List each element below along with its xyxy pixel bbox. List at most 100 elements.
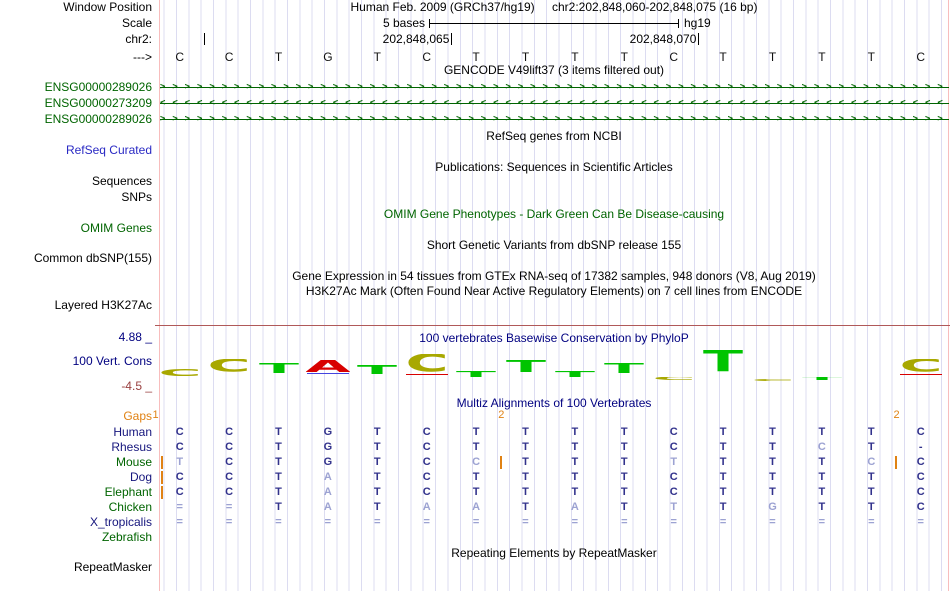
alignment-base: T [275, 455, 282, 468]
conservation-logo-letter: C [899, 356, 943, 377]
species-label[interactable]: Dog [129, 469, 152, 484]
scale-label: Scale [121, 16, 152, 30]
alignment-base: T [620, 485, 628, 498]
layered-h3k27ac-label[interactable]: Layered H3K27Ac [54, 298, 152, 312]
alignment-base: - [918, 440, 923, 453]
species-label[interactable]: Elephant [104, 484, 152, 499]
alignment-base: C [867, 455, 876, 468]
svg-text:T: T [604, 363, 644, 373]
alignment-base: = [374, 515, 381, 528]
alignment-base: C [669, 485, 678, 498]
species-label[interactable]: Chicken [108, 499, 152, 514]
conservation-logo-letter: C [158, 365, 202, 378]
alignment-base: T [373, 485, 381, 498]
svg-text:C: C [652, 377, 695, 380]
base-position-gridlines [159, 0, 949, 591]
alignment-base: T [719, 500, 727, 513]
gene-line[interactable] [160, 119, 949, 120]
svg-text:C: C [405, 354, 448, 372]
alignment-base: C [225, 455, 234, 468]
alignment-base: = [571, 515, 579, 528]
base-letter: C [669, 50, 679, 64]
species-label[interactable]: Human [113, 424, 152, 439]
snps-label[interactable]: SNPs [121, 190, 152, 204]
alignment-base: T [818, 455, 826, 468]
alignment-base: T [275, 485, 282, 498]
alignment-base: T [275, 470, 282, 483]
svg-text:A: A [306, 360, 350, 372]
gaps-row-label[interactable]: Gaps [123, 409, 152, 423]
alignment-base: T [373, 440, 381, 453]
alignment-base: T [867, 500, 875, 513]
alignment-base: T [522, 440, 529, 453]
chromosome-label: chr2: [125, 32, 152, 46]
conservation-logo-letter: T [800, 369, 844, 381]
alignment-base: = [324, 515, 332, 528]
conservation-logo-letter: T [602, 360, 646, 376]
alignment-base: T [620, 440, 628, 453]
alignment-base: T [373, 500, 381, 513]
omim-genes-label[interactable]: OMIM Genes [80, 221, 152, 235]
conservation-title: 100 vertebrates Basewise Conservation by… [419, 331, 689, 345]
species-label[interactable]: Zebrafish [101, 529, 152, 544]
alignment-base: C [422, 425, 431, 438]
logo-underline [899, 373, 942, 375]
conservation-track-label[interactable]: 100 Vert. Cons [72, 354, 152, 368]
svg-text:T: T [555, 371, 596, 377]
alignment-base: T [818, 425, 826, 438]
species-label[interactable]: Mouse [115, 454, 152, 469]
alignment-base: T [769, 425, 776, 438]
gene-line[interactable] [160, 103, 949, 104]
assembly-short-label: hg19 [684, 16, 711, 30]
alignment-base: C [422, 455, 431, 468]
alignment-base: T [522, 455, 529, 468]
conservation-logo-letter: T [454, 366, 498, 379]
refseq-title: RefSeq genes from NCBI [486, 129, 622, 143]
right-guide-line [948, 0, 949, 591]
repeatmasker-label[interactable]: RepeatMasker [73, 560, 152, 574]
forward-strand-arrows[interactable]: >>>>>>>>>>>>>>>>>>>>>>>>>>>>>>>>>>>>>>>>… [160, 113, 949, 124]
alignment-base: T [373, 455, 381, 468]
conservation-logo-letter: T [257, 360, 301, 376]
insert-marker [160, 455, 163, 469]
alignment-base: G [323, 425, 333, 438]
gene-label[interactable]: ENSG00000289026 [44, 79, 152, 94]
gene-label[interactable]: ENSG00000289026 [44, 111, 152, 126]
gene-label[interactable]: ENSG00000273209 [44, 95, 152, 110]
alignment-base: T [571, 440, 579, 453]
alignment-base: C [175, 440, 184, 453]
svg-text:C: C [751, 379, 794, 381]
alignment-base: T [719, 455, 727, 468]
dbsnp-title: Short Genetic Variants from dbSNP releas… [426, 238, 682, 252]
alignment-base: C [422, 440, 431, 453]
alignment-base: C [422, 485, 431, 498]
alignment-base: T [719, 470, 727, 483]
svg-text:C: C [899, 359, 942, 372]
gap-count-marker: 2 [498, 409, 505, 421]
repeatmasker-title: Repeating Elements by RepeatMasker [451, 546, 657, 560]
reverse-strand-arrows[interactable]: <<<<<<<<<<<<<<<<<<<<<<<<<<<<<<<<<<<<<<<<… [160, 97, 949, 108]
svg-text:T: T [505, 360, 546, 372]
forward-strand-arrows[interactable]: >>>>>>>>>>>>>>>>>>>>>>>>>>>>>>>>>>>>>>>>… [160, 81, 949, 92]
alignment-base: G [768, 500, 777, 513]
refseq-curated-label[interactable]: RefSeq Curated [65, 143, 152, 157]
alignment-base: T [769, 470, 776, 483]
base-letter: T [521, 50, 530, 64]
alignment-base: = [225, 500, 233, 513]
species-label[interactable]: X_tropicalis [89, 514, 152, 529]
base-letter: T [768, 50, 777, 64]
species-label[interactable]: Rhesus [111, 439, 152, 454]
alignment-base: C [175, 425, 184, 438]
alignment-base: C [175, 485, 184, 498]
alignment-base: = [522, 515, 529, 528]
logo-underline [306, 372, 349, 374]
sequences-label[interactable]: Sequences [91, 174, 152, 188]
gene-line[interactable] [160, 87, 949, 88]
alignment-base: T [472, 425, 480, 438]
common-dbsnp-label[interactable]: Common dbSNP(155) [33, 251, 152, 265]
conservation-logo-letter: C [405, 348, 449, 377]
alignment-base: T [867, 470, 875, 483]
conservation-max-label: 4.88 _ [118, 330, 152, 344]
alignment-base: A [472, 500, 481, 513]
gencode-title: GENCODE V49lift37 (3 items filtered out) [443, 63, 665, 77]
